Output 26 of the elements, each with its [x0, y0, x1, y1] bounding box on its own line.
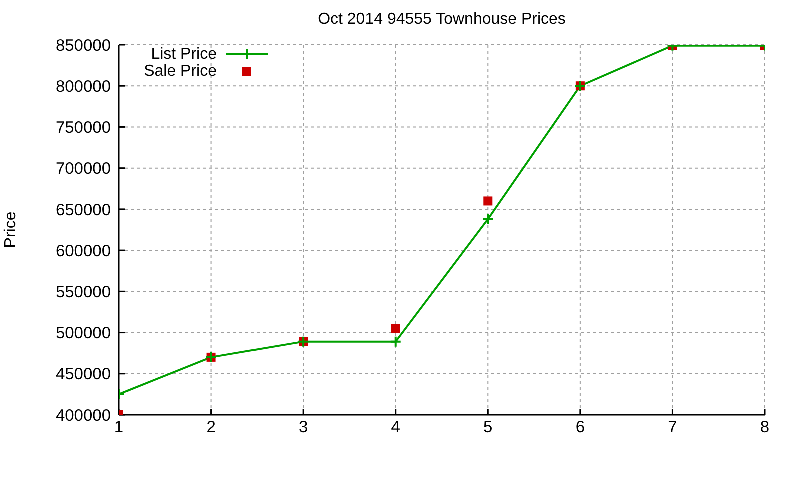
x-tick-label: 7 — [668, 418, 678, 437]
x-tick-label: 6 — [576, 418, 586, 437]
x-tick-label: 1 — [114, 418, 124, 437]
y-tick-label: 700000 — [56, 160, 111, 178]
y-tick-label: 400000 — [56, 406, 111, 425]
x-tick-label: 5 — [484, 418, 493, 437]
x-tick-label: 2 — [206, 418, 216, 437]
y-tick-label: 650000 — [56, 201, 111, 220]
point — [484, 196, 493, 206]
y-tick-label: 500000 — [56, 324, 111, 343]
point — [390, 336, 402, 348]
y-tick-label: 850000 — [56, 36, 111, 55]
y-tick-label: 750000 — [56, 119, 111, 138]
y-tick-label: 550000 — [56, 284, 111, 302]
x-tick-label: 3 — [298, 418, 308, 437]
point — [482, 213, 494, 226]
chart-title: Oct 2014 94555 Townhouse Prices — [317, 11, 567, 29]
y-tick-label: 800000 — [56, 78, 111, 96]
legend-label: List Price — [151, 46, 217, 63]
y-tick-label: 450000 — [56, 366, 111, 384]
x-tick-label: 8 — [760, 418, 770, 437]
legend-label: Sale Price — [144, 63, 217, 80]
x-tick-label: 4 — [391, 418, 400, 437]
point — [391, 324, 400, 334]
y-axis-title: Price — [2, 212, 20, 248]
y-tick-label: 600000 — [56, 242, 111, 260]
